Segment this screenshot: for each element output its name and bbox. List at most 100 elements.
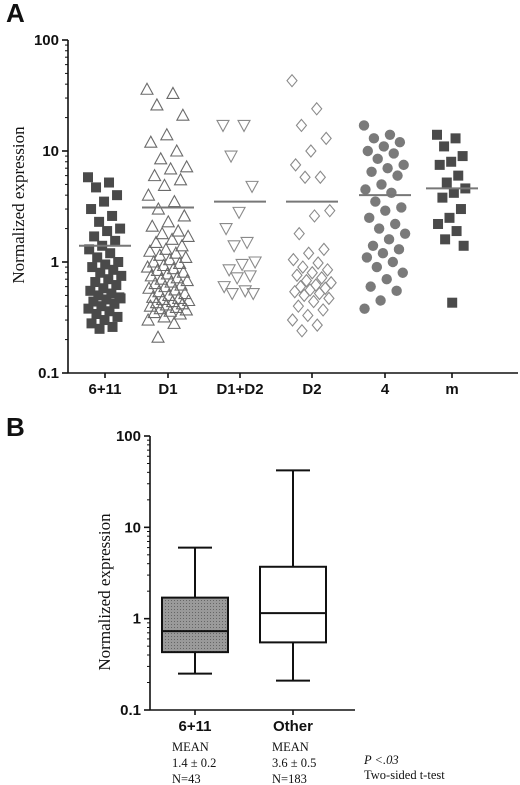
data-point [286,313,299,327]
data-point [99,196,110,207]
data-point [308,209,321,223]
data-point [91,309,102,320]
panel-b-y-axis-label: Normalized expression [95,513,114,671]
data-point [174,277,189,291]
data-point [324,203,336,218]
data-point [388,148,399,159]
data-point [457,151,468,162]
data-point [147,305,162,319]
data-point [140,82,154,95]
data-point [314,170,327,185]
data-point [298,288,310,303]
data-point [145,219,160,232]
data-point [386,187,397,199]
x-tick-label: D1+D2 [216,381,263,398]
data-point [106,288,117,299]
data-point [149,97,164,111]
data-point [155,226,170,240]
data-point [173,172,188,186]
data-point [165,294,180,308]
panel-b-label: B [6,412,25,442]
data-point [365,281,376,292]
data-point [168,282,182,296]
y-tick-label: 10 [124,519,141,536]
data-point [179,302,194,316]
data-point [451,226,462,237]
data-point [227,240,242,253]
data-point [291,268,303,283]
data-point [91,182,102,193]
data-point [160,266,175,280]
stats-6-11-mean-value: 1.4 ± 0.2 [172,756,216,770]
data-point [392,170,403,181]
data-point [112,190,123,201]
data-point [319,281,332,296]
data-point [159,297,174,311]
data-point [85,285,96,296]
data-point [238,285,253,298]
data-point [116,270,127,281]
y-tick-label: 100 [116,428,141,445]
data-point [171,291,186,304]
data-point [437,192,448,203]
data-point [101,294,112,305]
data-point [311,101,323,116]
data-point [109,298,120,309]
data-point [240,236,255,250]
box-other [259,469,327,682]
x-tick-label: m [445,381,458,398]
data-point [294,279,307,294]
data-point [99,315,110,326]
data-point [94,216,105,227]
data-point [176,265,191,278]
data-point [141,188,156,201]
data-point [440,234,451,245]
data-point [317,303,329,317]
data-point [166,261,181,275]
data-point [86,204,97,215]
data-point [446,156,457,167]
y-tick-label: 1 [133,611,141,628]
data-point [148,276,163,290]
data-point [323,291,335,306]
data-point [153,151,168,165]
y-tick-label: 100 [34,32,59,49]
data-point [142,281,156,294]
data-point [115,223,126,234]
data-point [158,279,172,293]
panel-b-stats: MEAN 1.4 ± 0.2 N=43 MEAN 3.6 ± 0.5 N=183… [172,740,445,785]
data-point [295,118,308,133]
data-point [163,161,178,175]
data-point [302,308,314,323]
data-point [104,306,115,317]
data-point [364,212,375,224]
data-point [167,194,182,208]
x-tick-label: 4 [381,381,390,398]
data-point [107,210,118,221]
data-point [151,284,166,298]
data-point [394,137,406,148]
data-point [384,129,396,140]
data-point [360,184,371,195]
data-point [143,135,158,148]
data-point [88,296,99,307]
data-point [305,144,317,158]
data-point [93,290,104,301]
data-point [225,287,240,301]
data-point [149,295,164,309]
data-point [362,145,373,157]
iqr-box [161,596,229,654]
data-point [237,119,251,133]
data-point [293,226,305,241]
data-point [110,235,121,246]
data-point [107,321,118,332]
panel-a-y-ticks: 0.1 1 10 100 [34,32,68,382]
data-point [396,202,407,213]
data-point [391,285,402,297]
data-point [161,214,176,228]
data-point [358,120,370,131]
panel-a-points [83,73,471,343]
data-point [367,240,379,251]
data-point [175,296,190,310]
data-point [235,258,250,272]
